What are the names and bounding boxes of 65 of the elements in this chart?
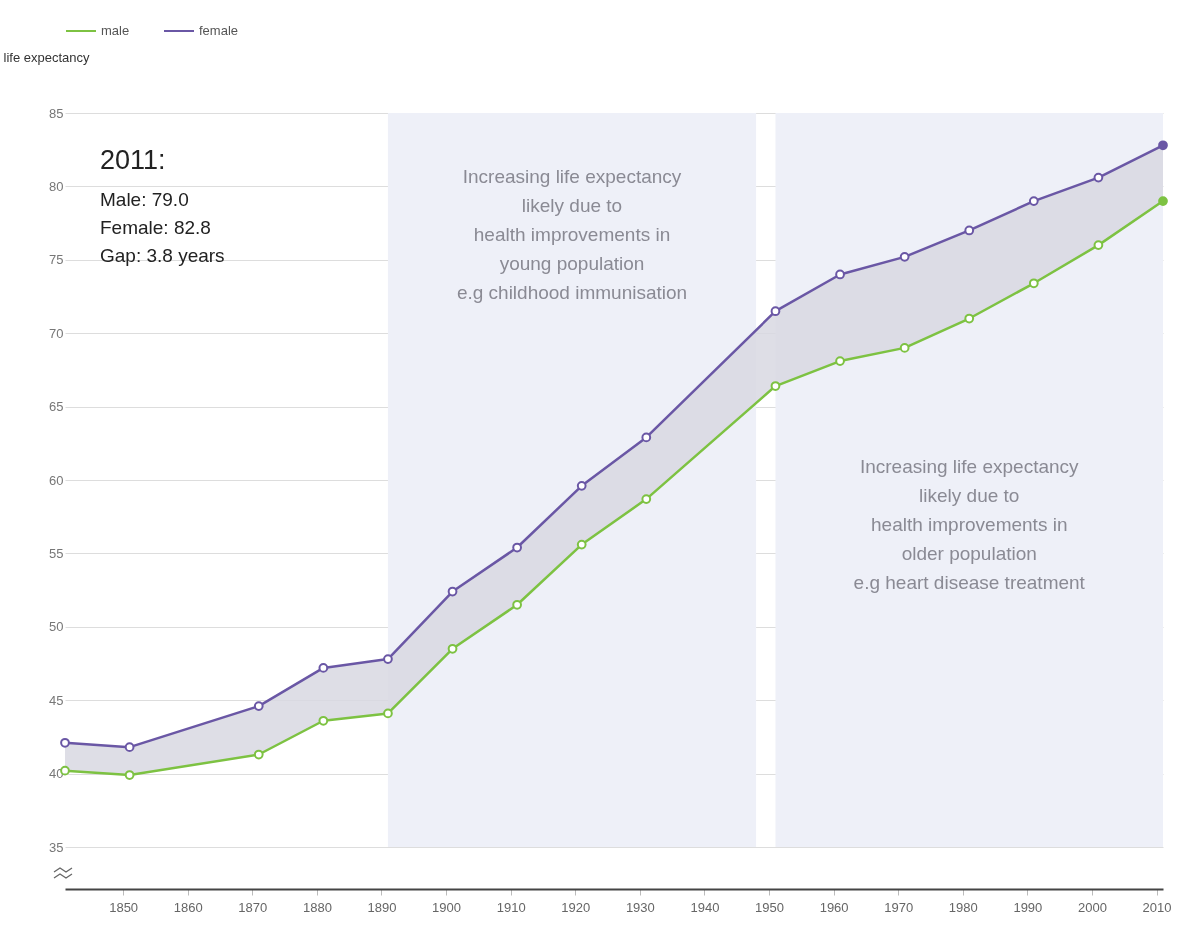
x-tick-label: 1860 bbox=[173, 899, 203, 915]
point bbox=[512, 542, 522, 553]
point bbox=[124, 770, 135, 780]
point bbox=[835, 269, 845, 280]
y-tick-label: 45 bbox=[49, 692, 64, 708]
y-tick-label: 50 bbox=[49, 619, 64, 635]
point bbox=[318, 663, 329, 673]
point bbox=[1158, 140, 1168, 151]
point bbox=[641, 432, 652, 443]
point bbox=[383, 654, 393, 664]
y-tick-label: 80 bbox=[49, 178, 64, 194]
point bbox=[253, 749, 264, 760]
point bbox=[1028, 278, 1039, 289]
point bbox=[124, 742, 135, 753]
point bbox=[1093, 172, 1104, 183]
y-axis-title: life expectancy bbox=[3, 49, 90, 65]
point bbox=[1158, 196, 1168, 206]
y-tick-label: 85 bbox=[49, 105, 64, 121]
y-tick-label: 70 bbox=[49, 325, 64, 341]
point bbox=[835, 356, 845, 366]
point bbox=[899, 343, 910, 353]
x-tick-label: 1980 bbox=[948, 899, 978, 915]
x-tick-label: 1960 bbox=[819, 899, 849, 915]
annotation: 2011: bbox=[100, 145, 166, 175]
point bbox=[1028, 196, 1039, 206]
x-tick-label: 1910 bbox=[496, 899, 526, 915]
point bbox=[770, 306, 781, 317]
point bbox=[899, 252, 910, 262]
y-tick-label: 35 bbox=[49, 839, 64, 855]
x-tick-label: 1870 bbox=[238, 899, 268, 915]
x-tick-label: 1950 bbox=[755, 899, 784, 915]
x-tick-label: 1900 bbox=[432, 899, 462, 915]
x-tick-label: 1990 bbox=[1013, 899, 1043, 915]
point bbox=[318, 715, 329, 726]
y-tick-label: 65 bbox=[49, 399, 64, 415]
point bbox=[964, 313, 975, 324]
x-tick-label: 2010 bbox=[1142, 899, 1172, 915]
x-tick-label: 1970 bbox=[884, 899, 914, 915]
x-tick-label: 1930 bbox=[625, 899, 655, 915]
y-tick-label: 75 bbox=[49, 252, 64, 268]
y-tick-label: 60 bbox=[49, 472, 64, 488]
x-tick-label: 1920 bbox=[561, 899, 591, 915]
x-tick-label: 1880 bbox=[302, 899, 332, 915]
annotation: Male: 79.0 Female: 82.8 Gap: 3.8 years bbox=[100, 189, 225, 266]
x-tick-label: 1890 bbox=[367, 899, 397, 915]
x-tick-label: 1850 bbox=[109, 899, 139, 915]
point bbox=[964, 225, 975, 236]
point bbox=[447, 586, 458, 597]
y-tick-label: 55 bbox=[49, 545, 64, 561]
legend-label: female bbox=[199, 23, 239, 38]
point bbox=[383, 708, 393, 719]
point bbox=[253, 701, 264, 711]
x-tick-label: 1940 bbox=[690, 899, 720, 915]
band-label: Increasing life expectancy likely due to health improvements in older population e.g heart disease treatment bbox=[853, 456, 1086, 593]
point bbox=[770, 381, 781, 391]
x-tick-label: 2000 bbox=[1077, 899, 1107, 915]
point bbox=[60, 737, 70, 748]
point bbox=[576, 539, 587, 550]
point bbox=[512, 599, 522, 610]
point bbox=[641, 494, 652, 504]
band-label: Increasing life expectancy likely due to health improvements in young population e.g childhood immunisation bbox=[456, 166, 688, 303]
point bbox=[1093, 240, 1104, 250]
point bbox=[576, 481, 587, 491]
point bbox=[447, 643, 458, 654]
legend-label: male bbox=[101, 23, 130, 38]
